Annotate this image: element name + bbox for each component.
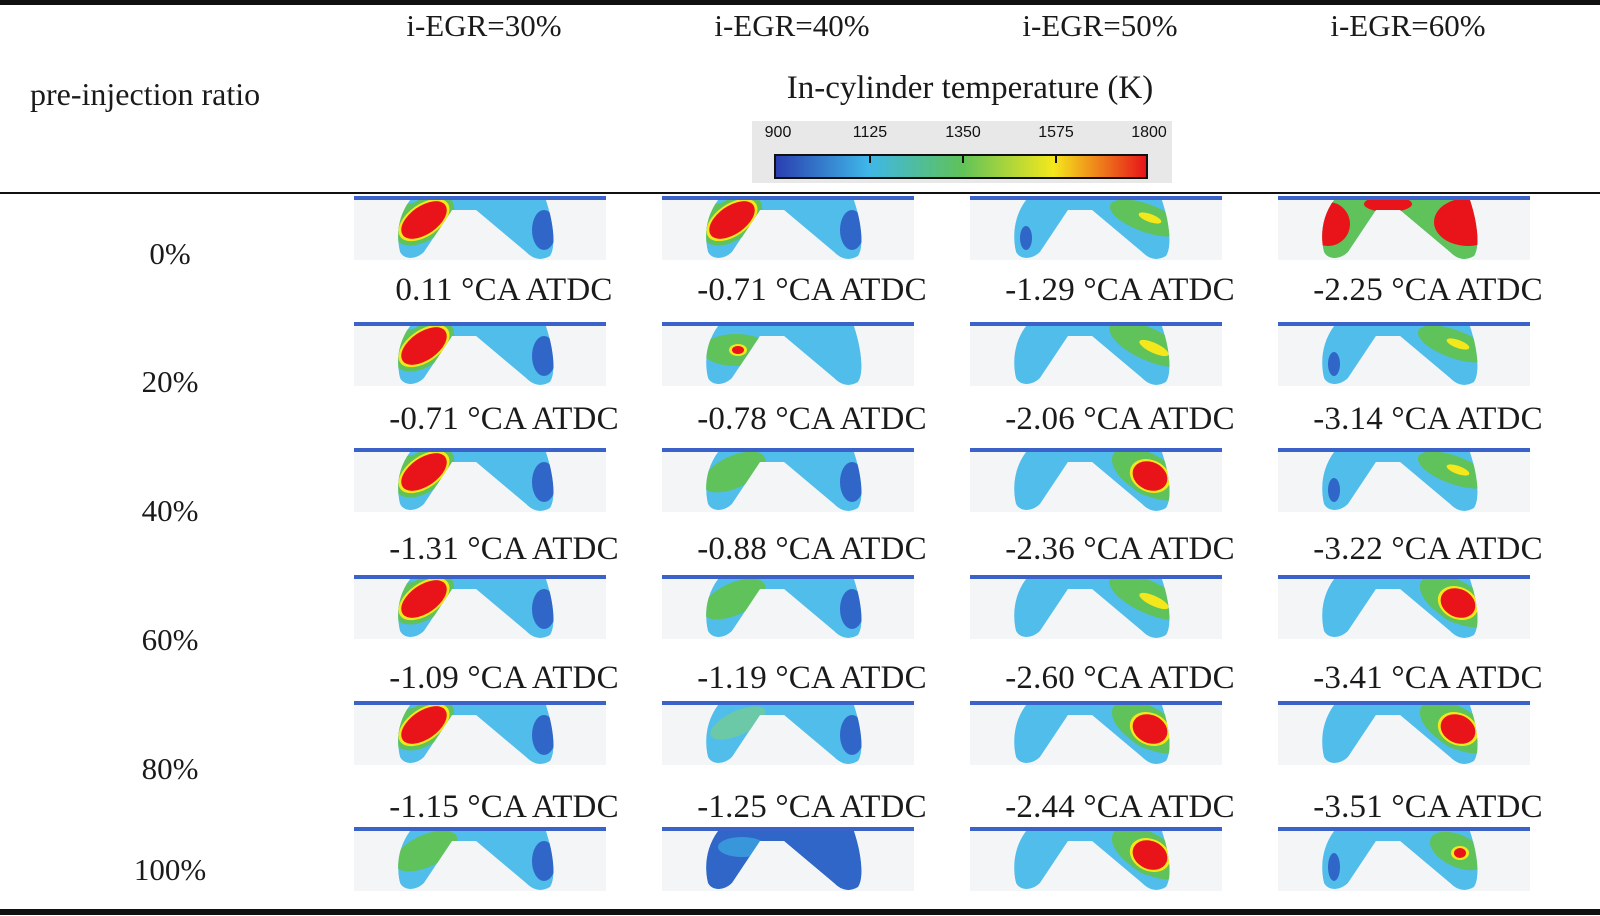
- temperature-contour-image: [662, 448, 914, 512]
- caption: 0.11 °CA ATDC: [395, 272, 613, 308]
- temperature-contour-image: [354, 827, 606, 891]
- temperature-contour-image: [662, 701, 914, 765]
- caption: -3.51 °CA ATDC: [1313, 789, 1543, 825]
- bottom-rule: [0, 909, 1600, 915]
- column-header-egr-30: i-EGR=30%: [406, 8, 562, 43]
- colorbar-tick-label: 1800: [1131, 124, 1167, 141]
- caption: -0.88 °CA ATDC: [697, 531, 927, 567]
- temperature-colorbar: [774, 154, 1148, 179]
- caption: -1.31 °CA ATDC: [389, 531, 619, 567]
- temperature-contour-image: [970, 575, 1222, 639]
- temperature-contour-image: [354, 701, 606, 765]
- row-label-100: 100%: [133, 852, 207, 887]
- temperature-contour-image: [1278, 322, 1530, 386]
- temperature-contour-image: [662, 575, 914, 639]
- temperature-contour-image: [662, 827, 914, 891]
- column-header-egr-40: i-EGR=40%: [714, 8, 870, 43]
- caption: -2.36 °CA ATDC: [1005, 531, 1235, 567]
- row-label-60: 60%: [141, 622, 199, 657]
- caption: -2.25 °CA ATDC: [1313, 272, 1543, 308]
- caption: -2.06 °CA ATDC: [1005, 401, 1235, 437]
- column-header-egr-60: i-EGR=60%: [1330, 8, 1486, 43]
- temperature-contour-image: [1278, 827, 1530, 891]
- temperature-contour-image: [354, 196, 606, 260]
- colorbar-tick: [962, 154, 964, 163]
- temperature-contour-image: [1278, 701, 1530, 765]
- row-label-40: 40%: [141, 493, 199, 528]
- colorbar-tick-label: 1350: [945, 124, 981, 141]
- temperature-contour-image: [970, 448, 1222, 512]
- top-rule: [0, 0, 1600, 5]
- temperature-contour-image: [662, 196, 914, 260]
- header-rule: [0, 192, 1600, 194]
- caption: -1.25 °CA ATDC: [697, 789, 927, 825]
- caption: -1.15 °CA ATDC: [389, 789, 619, 825]
- colorbar-tick-label: 900: [764, 124, 792, 141]
- row-label-20: 20%: [141, 364, 199, 399]
- temperature-contour-image: [662, 322, 914, 386]
- caption: -3.22 °CA ATDC: [1313, 531, 1543, 567]
- temperature-contour-image: [354, 322, 606, 386]
- row-label-80: 80%: [141, 751, 199, 786]
- caption: -3.14 °CA ATDC: [1313, 401, 1543, 437]
- caption: -0.78 °CA ATDC: [697, 401, 927, 437]
- caption: -1.19 °CA ATDC: [697, 660, 927, 696]
- temperature-contour-image: [970, 827, 1222, 891]
- colorbar-tick: [1055, 154, 1057, 163]
- colorbar-tick: [869, 154, 871, 163]
- temperature-contour-image: [1278, 448, 1530, 512]
- temperature-contour-image: [1278, 196, 1530, 260]
- caption: -2.44 °CA ATDC: [1005, 789, 1235, 825]
- colorbar-tick-label: 1125: [852, 124, 888, 141]
- temperature-contour-image: [1278, 575, 1530, 639]
- row-label-0: 0%: [149, 236, 191, 271]
- row-axis-label: pre-injection ratio: [30, 76, 261, 112]
- colorbar-tick-label: 1575: [1038, 124, 1074, 141]
- column-header-egr-50: i-EGR=50%: [1022, 8, 1178, 43]
- temperature-contour-image: [970, 701, 1222, 765]
- caption: -0.71 °CA ATDC: [389, 401, 619, 437]
- caption: -0.71 °CA ATDC: [697, 272, 927, 308]
- caption: -3.41 °CA ATDC: [1313, 660, 1543, 696]
- legend-title: In-cylinder temperature (K): [786, 70, 1154, 106]
- temperature-contour-image: [354, 448, 606, 512]
- temperature-contour-image: [354, 575, 606, 639]
- temperature-contour-image: [970, 196, 1222, 260]
- caption: -1.09 °CA ATDC: [389, 660, 619, 696]
- caption: -1.29 °CA ATDC: [1005, 272, 1235, 308]
- temperature-contour-image: [970, 322, 1222, 386]
- caption: -2.60 °CA ATDC: [1005, 660, 1235, 696]
